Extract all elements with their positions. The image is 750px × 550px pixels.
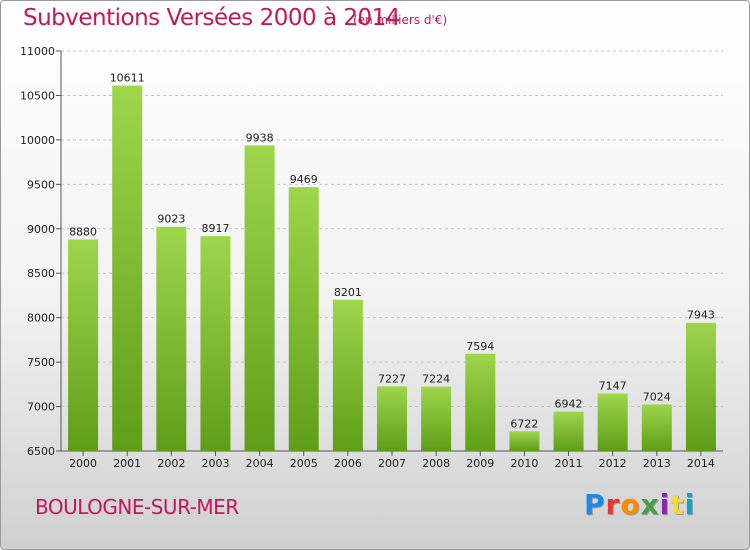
x-tick-label-2000: 2000 — [69, 457, 97, 470]
x-tick-label-2012: 2012 — [599, 457, 627, 470]
x-tick-label-2007: 2007 — [378, 457, 406, 470]
x-tick-label-2004: 2004 — [246, 457, 274, 470]
y-tick-label: 9500 — [27, 178, 55, 191]
x-tick-label-2005: 2005 — [290, 457, 318, 470]
data-label-2014: 7943 — [687, 309, 715, 322]
x-tick-label-2008: 2008 — [422, 457, 450, 470]
data-label-2005: 9469 — [290, 173, 318, 186]
data-label-2004: 9938 — [246, 131, 274, 144]
data-label-2009: 7594 — [466, 340, 494, 353]
bar-2009[interactable] — [465, 353, 496, 451]
bar-2004[interactable] — [244, 145, 275, 451]
bar-2005[interactable] — [288, 187, 319, 452]
data-label-2002: 9023 — [157, 213, 185, 226]
bar-2001[interactable] — [112, 85, 143, 452]
y-tick-label: 6500 — [27, 445, 55, 458]
bar-2003[interactable] — [200, 236, 231, 451]
y-tick-label: 7000 — [27, 401, 55, 414]
chart-title: Subventions Versées 2000 à 2014 — [23, 5, 400, 31]
proxiti-logo[interactable]: Proxiti — [584, 488, 696, 521]
y-tick-label: 8500 — [27, 267, 55, 280]
y-tick-label: 9000 — [27, 223, 55, 236]
y-tick-label: 10500 — [20, 89, 55, 102]
x-tick-label-2014: 2014 — [687, 457, 715, 470]
bar-2012[interactable] — [597, 393, 628, 451]
data-label-2010: 6722 — [510, 417, 538, 430]
city-label: BOULOGNE-SUR-MER — [35, 495, 239, 519]
bar-2007[interactable] — [377, 386, 407, 451]
y-tick-label: 11000 — [20, 45, 55, 58]
x-tick-label-2006: 2006 — [334, 457, 362, 470]
x-tick-label-2009: 2009 — [466, 457, 494, 470]
y-tick-label: 8000 — [27, 312, 55, 325]
chart-subtitle: (en milliers d'€) — [353, 13, 448, 27]
data-label-2001: 10611 — [110, 72, 145, 85]
x-tick-label-2002: 2002 — [157, 457, 185, 470]
data-label-2003: 8917 — [201, 222, 229, 235]
x-tick-label-2001: 2001 — [113, 457, 141, 470]
labels: 6500 7000 7500 8000 8500 9000 9500 10000 10500 11… — [20, 45, 715, 470]
x-tick-label-2003: 2003 — [201, 457, 229, 470]
bar-2014[interactable] — [685, 322, 716, 451]
bar-2002[interactable] — [156, 226, 187, 451]
bar-2006[interactable] — [332, 299, 363, 451]
x-tick-label-2010: 2010 — [510, 457, 538, 470]
y-tick-label: 7500 — [27, 356, 55, 369]
x-tick-label-2011: 2011 — [555, 457, 583, 470]
bar-2000[interactable] — [68, 239, 99, 451]
data-label-2011: 6942 — [555, 398, 583, 411]
data-label-2008: 7224 — [422, 373, 450, 386]
bar-2011[interactable] — [553, 411, 584, 451]
data-label-2013: 7024 — [643, 390, 671, 403]
bars — [68, 85, 716, 452]
data-label-2007: 7227 — [378, 372, 406, 385]
bar-2010[interactable] — [509, 431, 540, 451]
x-tick-label-2013: 2013 — [643, 457, 671, 470]
bar-2008[interactable] — [421, 386, 452, 451]
bar-2013[interactable] — [641, 404, 672, 451]
data-label-2000: 8880 — [69, 225, 97, 238]
y-tick-label: 10000 — [20, 134, 55, 147]
data-label-2012: 7147 — [599, 379, 627, 392]
data-label-2006: 8201 — [334, 286, 362, 299]
